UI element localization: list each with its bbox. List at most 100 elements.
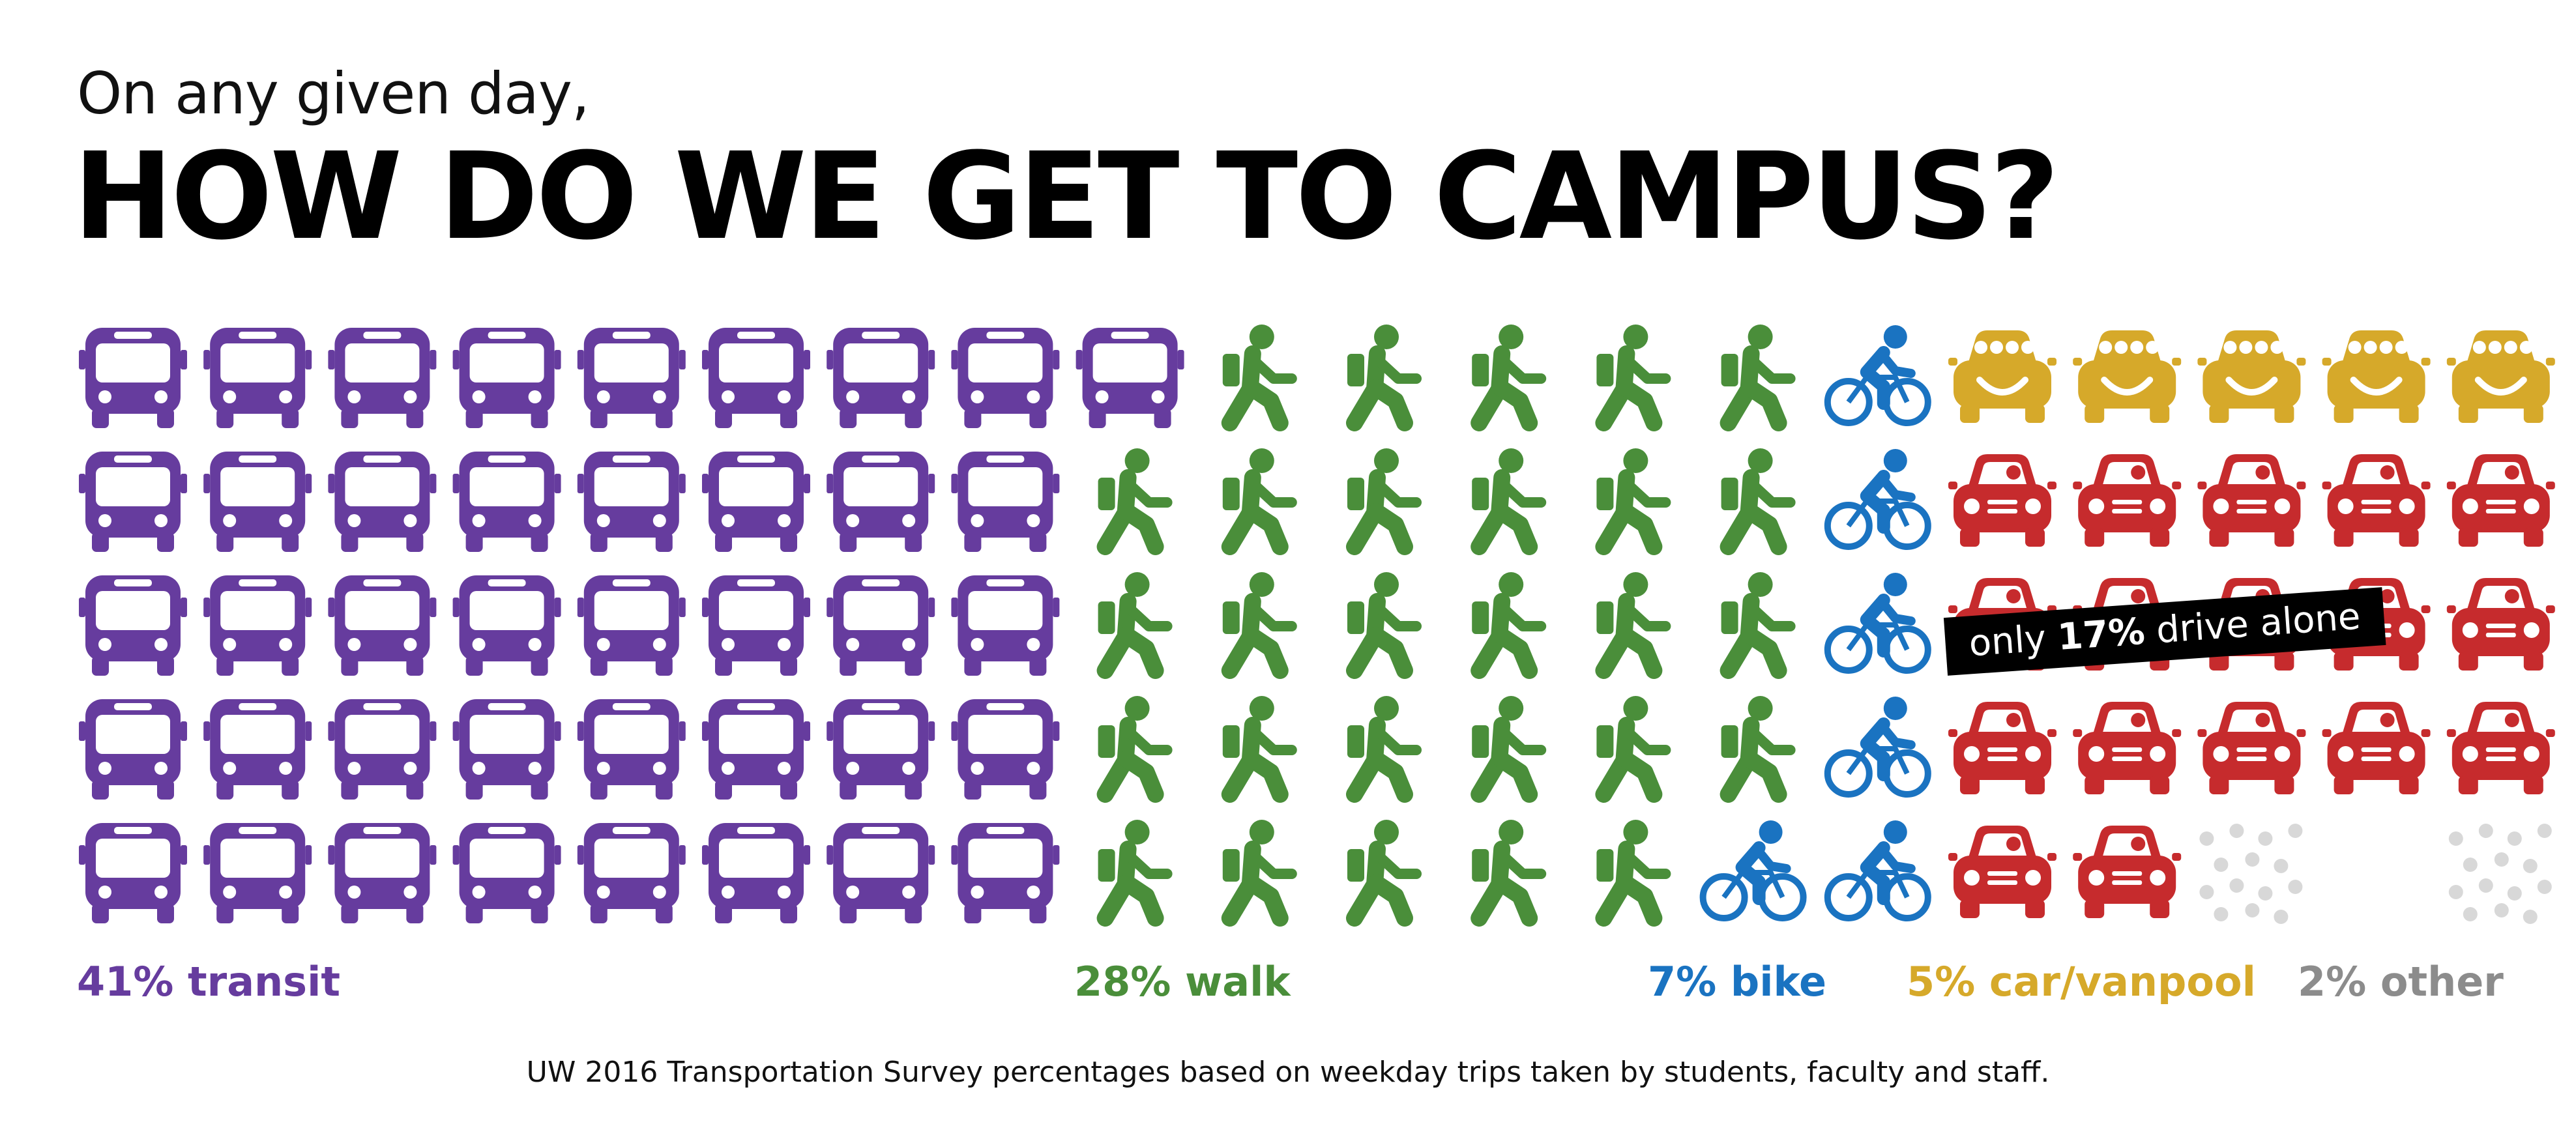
bus-icon <box>452 823 561 923</box>
bus-icon <box>702 452 810 552</box>
bicycle-icon <box>1824 573 1931 674</box>
banner-highlight: 17% <box>2056 610 2146 659</box>
pedestrian-icon <box>1720 448 1796 555</box>
pedestrian-icon <box>1221 820 1297 927</box>
pedestrian-icon <box>1346 325 1422 431</box>
bus-icon <box>702 575 810 676</box>
pedestrian-icon <box>1096 572 1173 679</box>
bus-icon <box>203 328 312 428</box>
bicycle-icon <box>1824 820 1931 921</box>
bus-icon <box>951 575 1060 676</box>
bus-icon <box>328 823 437 923</box>
bus-icon <box>827 575 935 676</box>
banner-prefix: only <box>1967 616 2059 665</box>
pedestrian-icon <box>1096 820 1173 927</box>
bus-icon <box>577 328 686 428</box>
car-icon <box>1948 702 2056 794</box>
dots-icon <box>2199 824 2303 924</box>
smiling-car-icon <box>2197 330 2306 423</box>
bus-icon <box>702 328 810 428</box>
footer-note: UW 2016 Transportation Survey percentage… <box>526 1056 2050 1089</box>
car-icon <box>2322 454 2431 547</box>
pedestrian-icon <box>1096 448 1173 555</box>
bus-icon <box>827 699 935 800</box>
pedestrian-icon <box>1720 696 1796 803</box>
smiling-car-icon <box>2073 330 2182 423</box>
pedestrian-icon <box>1221 448 1297 555</box>
pedestrian-icon <box>1346 448 1422 555</box>
car-icon <box>2322 702 2431 794</box>
bus-icon <box>452 699 561 800</box>
pedestrian-icon <box>1720 572 1796 679</box>
pedestrian-icon <box>1471 325 1547 431</box>
bus-icon <box>79 452 187 552</box>
smiling-car-icon <box>2322 330 2431 423</box>
pedestrian-icon <box>1221 325 1297 431</box>
bus-icon <box>203 452 312 552</box>
pedestrian-icon <box>1595 696 1671 803</box>
smiling-car-icon <box>1948 330 2056 423</box>
car-icon <box>2073 826 2182 918</box>
bus-icon <box>452 328 561 428</box>
pedestrian-icon <box>1221 696 1297 803</box>
bus-icon <box>577 575 686 676</box>
car-icon <box>1948 826 2056 918</box>
legend-carpool: 5% car/vanpool <box>1907 958 2256 1005</box>
intro-text: On any given day, <box>77 60 590 127</box>
bus-icon <box>577 823 686 923</box>
bus-icon <box>702 699 810 800</box>
bus-icon <box>577 452 686 552</box>
bus-icon <box>79 823 187 923</box>
page-title: HOW DO WE GET TO CAMPUS? <box>73 127 2060 267</box>
bus-icon <box>328 699 437 800</box>
bus-icon <box>79 575 187 676</box>
pedestrian-icon <box>1346 572 1422 679</box>
bus-icon <box>79 699 187 800</box>
car-icon <box>2446 578 2555 671</box>
banner-suffix: drive alone <box>2143 595 2362 653</box>
bicycle-icon <box>1824 325 1931 426</box>
pedestrian-icon <box>1595 325 1671 431</box>
pedestrian-icon <box>1720 325 1796 431</box>
pedestrian-icon <box>1471 820 1547 927</box>
bus-icon <box>702 823 810 923</box>
pedestrian-icon <box>1346 696 1422 803</box>
pedestrian-icon <box>1595 448 1671 555</box>
bus-icon <box>1076 328 1184 428</box>
legend-bike: 7% bike <box>1648 958 1827 1005</box>
bus-icon <box>951 823 1060 923</box>
bus-icon <box>452 452 561 552</box>
bicycle-icon <box>1699 820 1807 921</box>
car-icon <box>2197 702 2306 794</box>
bus-icon <box>203 823 312 923</box>
dots-icon <box>2448 824 2552 924</box>
pedestrian-icon <box>1471 696 1547 803</box>
car-icon <box>2446 702 2555 794</box>
legend-transit: 41% transit <box>77 958 340 1005</box>
bicycle-icon <box>1824 697 1931 798</box>
car-icon <box>2446 454 2555 547</box>
pedestrian-icon <box>1471 572 1547 679</box>
car-icon <box>2073 454 2182 547</box>
bus-icon <box>577 699 686 800</box>
bus-icon <box>827 328 935 428</box>
bus-icon <box>827 452 935 552</box>
bus-icon <box>827 823 935 923</box>
pedestrian-icon <box>1096 696 1173 803</box>
bicycle-icon <box>1824 449 1931 550</box>
bus-icon <box>328 575 437 676</box>
bus-icon <box>452 575 561 676</box>
bus-icon <box>328 452 437 552</box>
bus-icon <box>203 699 312 800</box>
legend-other: 2% other <box>2298 958 2504 1005</box>
car-icon <box>1948 454 2056 547</box>
pedestrian-icon <box>1221 572 1297 679</box>
car-icon <box>2197 454 2306 547</box>
smiling-car-icon <box>2446 330 2555 423</box>
bus-icon <box>328 328 437 428</box>
pedestrian-icon <box>1471 448 1547 555</box>
pedestrian-icon <box>1346 820 1422 927</box>
pedestrian-icon <box>1595 572 1671 679</box>
bus-icon <box>951 699 1060 800</box>
